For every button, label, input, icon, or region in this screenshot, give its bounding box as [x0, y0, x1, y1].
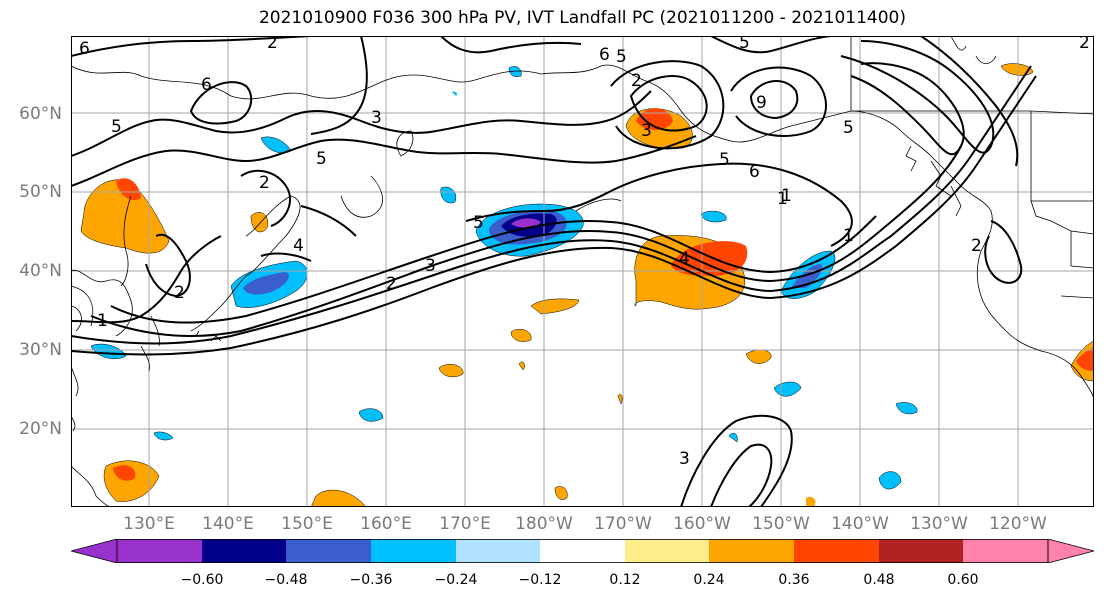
contour-label: 1	[781, 186, 792, 206]
contour-label: 1	[843, 226, 854, 246]
lat-label-60n: 60°N	[19, 104, 62, 124]
coastlines	[71, 36, 1094, 507]
contour-label: 3	[679, 449, 690, 469]
colorbar-swatch	[202, 539, 286, 563]
contour-label: 5	[719, 150, 730, 170]
lon-label-170w: 170°W	[594, 514, 652, 534]
lon-label-170e: 170°E	[439, 514, 491, 534]
colorbar-tick-label: −0.24	[434, 572, 478, 588]
contour-label: 2	[971, 236, 982, 256]
lon-label-130w: 130°W	[910, 514, 968, 534]
contour-label: 2	[267, 36, 278, 53]
lon-label-160e: 160°E	[360, 514, 412, 534]
lon-label-150e: 150°E	[281, 514, 333, 534]
colorbar-tick-label: −0.60	[180, 572, 224, 588]
colorbar-swatch	[540, 539, 625, 563]
contour-label: 2	[386, 274, 397, 294]
lon-label-150w: 150°W	[752, 514, 810, 534]
colorbar-tick-label: −0.12	[518, 572, 562, 588]
colorbar-extend-low	[69, 538, 118, 564]
colorbar-swatch	[709, 539, 794, 563]
colorbar-swatch	[963, 539, 1048, 563]
contour-label: 3	[425, 256, 436, 276]
contour-label: 2	[1079, 36, 1090, 53]
colorbar-tick-label: 0.24	[693, 572, 725, 588]
contour-label: 4	[679, 249, 690, 269]
contour-label: 5	[843, 118, 854, 138]
contour-label: 1	[777, 189, 788, 209]
colorbar-tick-label: 0.48	[863, 572, 895, 588]
colorbar-swatch	[117, 539, 202, 563]
contour-label: 4	[293, 236, 304, 256]
contour-label: 5	[616, 47, 627, 67]
colorbar-tick-label: 0.36	[778, 572, 810, 588]
colorbar-swatch	[625, 539, 709, 563]
contour-label: 6	[749, 162, 760, 182]
contour-label: 3	[641, 121, 652, 141]
lat-label-30n: 30°N	[19, 340, 62, 360]
colorbar-swatch	[371, 539, 456, 563]
contour-label: 6	[201, 75, 212, 95]
contour-label: 6	[599, 45, 610, 65]
lon-label-140e: 140°E	[202, 514, 254, 534]
lon-label-130e: 130°E	[123, 514, 175, 534]
colorbar-swatch	[794, 539, 879, 563]
contour-label: 6	[79, 39, 90, 59]
colorbar-tick-label: 0.60	[947, 572, 979, 588]
colorbar-extend-high	[1047, 538, 1096, 564]
colorbar-tick-label: −0.36	[349, 572, 393, 588]
contour-label: 1	[97, 311, 108, 331]
lon-label-160w: 160°W	[673, 514, 731, 534]
lon-label-180w: 180°W	[515, 514, 573, 534]
contour-label: 5	[739, 36, 750, 53]
lat-label-50n: 50°N	[19, 182, 62, 202]
contour-label: 5	[473, 213, 484, 233]
negative-anomaly-fill	[90, 66, 918, 490]
lon-label-140w: 140°W	[831, 514, 889, 534]
map-title: 2021010900 F036 300 hPa PV, IVT Landfall…	[258, 8, 906, 28]
colorbar-swatch	[286, 539, 371, 563]
colorbar-tick-label: 0.12	[609, 572, 641, 588]
pv-contours	[71, 36, 1037, 507]
lat-label-20n: 20°N	[19, 419, 62, 439]
contour-labels: 6 2 5 3 5 6 2 9 5 5 6 2 3 5 1 2 4 3 2 1 …	[79, 36, 1090, 469]
colorbar-swatch	[879, 539, 963, 563]
lat-label-40n: 40°N	[19, 261, 62, 281]
contour-label: 5	[316, 149, 327, 169]
contour-label: 9	[756, 93, 767, 113]
contour-label: 2	[174, 283, 185, 303]
lon-label-120w: 120°W	[989, 514, 1047, 534]
colorbar-tick-label: −0.48	[264, 572, 308, 588]
contour-label: 2	[259, 173, 270, 193]
colorbar-swatch	[456, 539, 540, 563]
map-panel: 6 2 5 3 5 6 2 9 5 5 6 2 3 5 1 2 4 3 2 1 …	[71, 36, 1094, 507]
contour-label: 2	[631, 71, 642, 91]
contour-label: 5	[111, 117, 122, 137]
colorbar	[69, 538, 1096, 564]
contour-label: 3	[371, 108, 382, 128]
